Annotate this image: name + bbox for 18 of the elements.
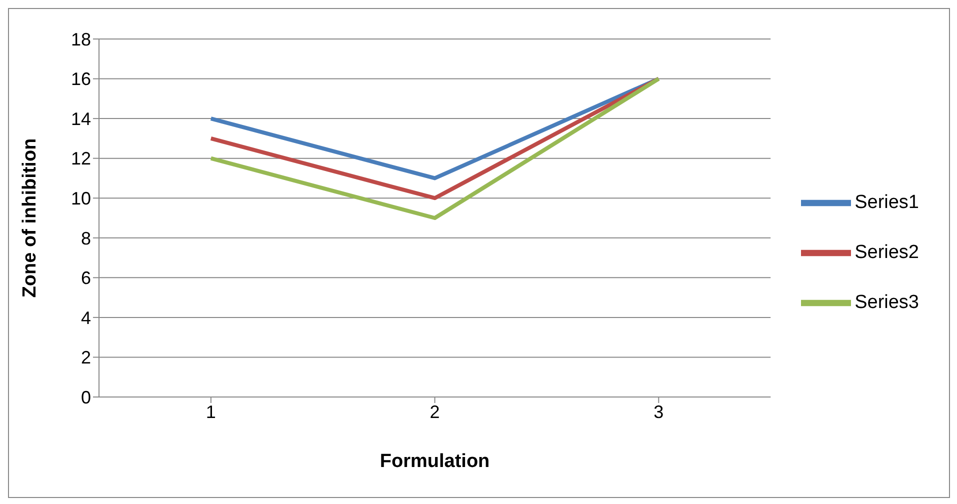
y-tick-label: 14 bbox=[70, 108, 91, 129]
y-axis-title: Zone of inhibition bbox=[20, 138, 41, 298]
x-tick-label: 3 bbox=[654, 402, 664, 422]
legend-label: Series2 bbox=[854, 242, 919, 264]
legend-label: Series1 bbox=[854, 192, 919, 214]
y-tick-label: 2 bbox=[80, 348, 91, 368]
y-tick-label: 8 bbox=[80, 228, 91, 248]
y-tick-label: 0 bbox=[80, 387, 91, 408]
y-tick-label: 18 bbox=[70, 29, 91, 50]
y-tick-label: 16 bbox=[70, 69, 91, 90]
x-axis-title: Formulation bbox=[380, 451, 490, 472]
x-tick-label: 1 bbox=[206, 402, 216, 422]
y-tick-label: 10 bbox=[70, 188, 91, 208]
legend-label: Series3 bbox=[854, 292, 919, 314]
y-tick-label: 12 bbox=[70, 148, 91, 169]
x-tick-label: 2 bbox=[430, 402, 440, 422]
y-tick-label: 4 bbox=[80, 308, 91, 328]
y-tick-label: 6 bbox=[80, 268, 91, 288]
